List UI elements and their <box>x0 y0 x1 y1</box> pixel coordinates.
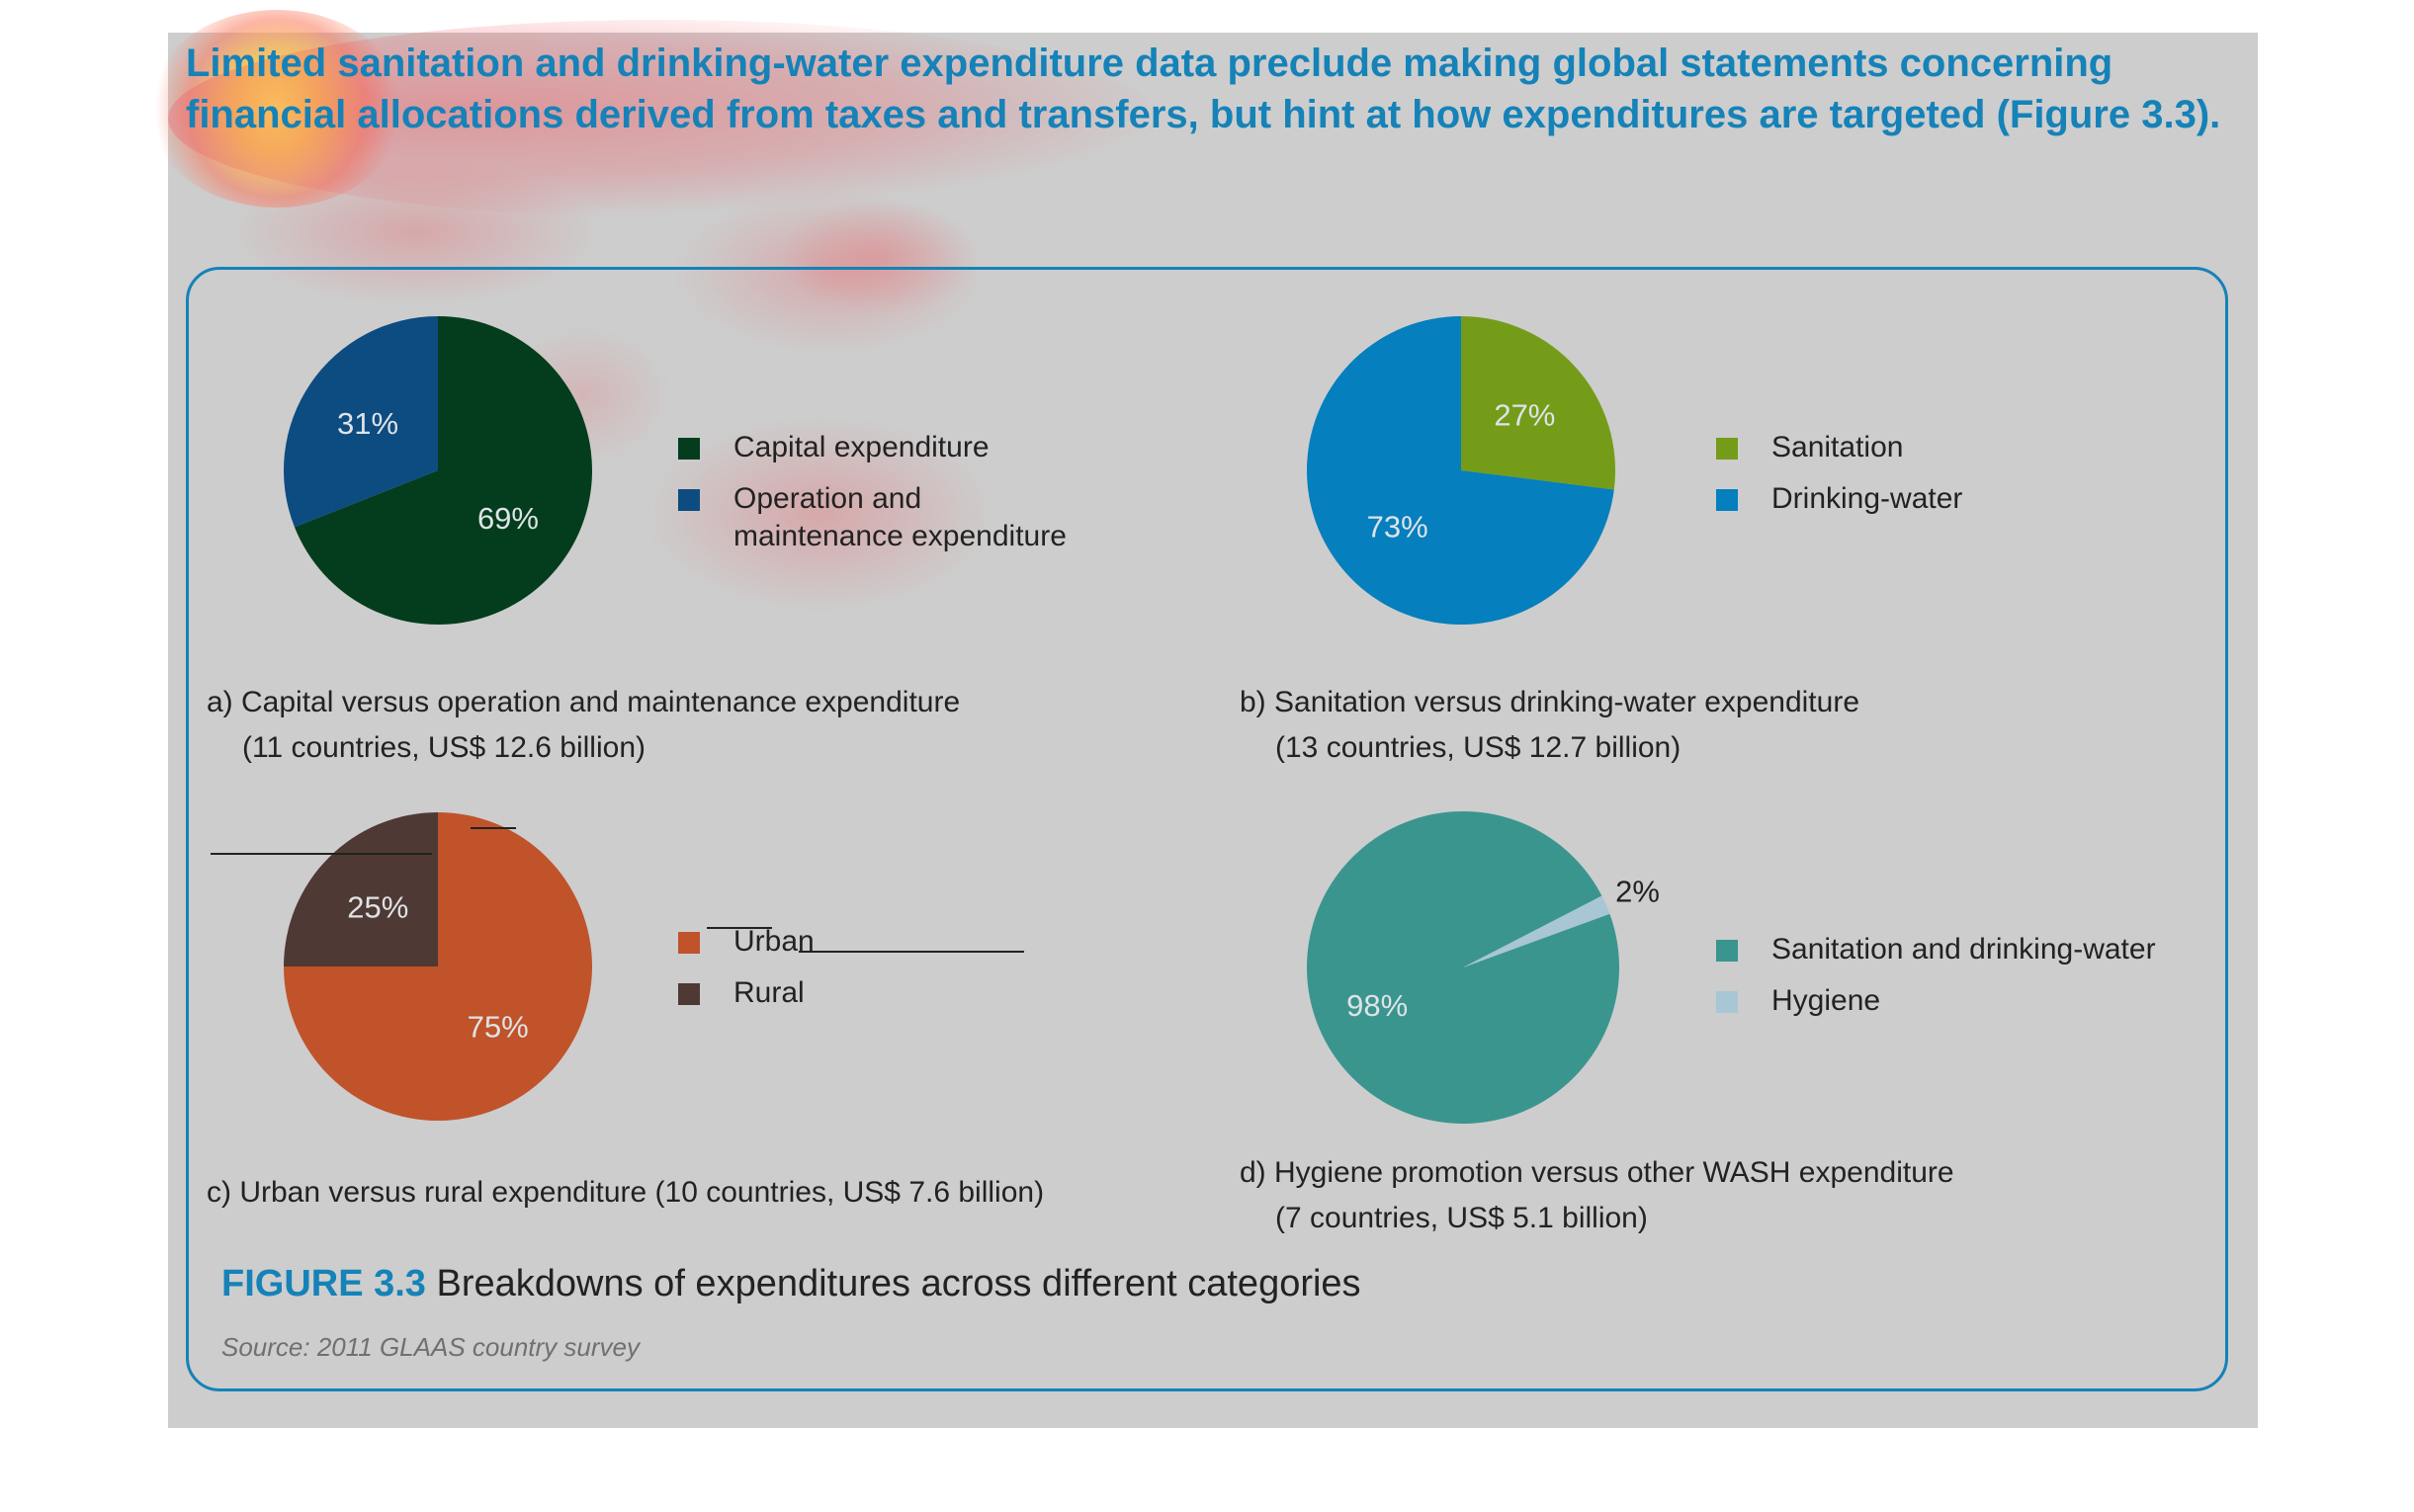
pie-chart-capital-vs-om: 69% 31% <box>284 316 592 625</box>
annotation-line <box>211 853 432 855</box>
legend-label: Urban <box>733 925 815 958</box>
caption-text: a) Capital versus operation and maintena… <box>207 686 961 718</box>
caption-text: c) Urban versus rural expenditure (10 co… <box>207 1176 1045 1209</box>
legend-label: Sanitation and drinking-water <box>1771 933 2156 966</box>
pie-slice-drinking-water <box>1307 316 1614 625</box>
legend-swatch-hygiene <box>1716 991 1738 1013</box>
pie-slice-operation-and-maintenance-expenditure <box>284 316 438 528</box>
annotation-line <box>707 927 772 929</box>
legend-swatch-urban <box>678 932 700 954</box>
caption-subtext: (7 countries, US$ 5.1 billion) <box>1275 1202 1648 1234</box>
legend-label: Sanitation <box>1771 431 1904 463</box>
pie-slice-label: 25% <box>347 889 408 924</box>
caption-a: a) Capital versus operation and maintena… <box>207 680 960 771</box>
pie-slice-label: 31% <box>337 406 398 441</box>
legend-label: Capital expenditure <box>733 431 990 463</box>
caption-d: d) Hygiene promotion versus other WASH e… <box>1240 1150 1954 1241</box>
legend-swatch-sanitation <box>1716 438 1738 460</box>
legend-swatch-om <box>678 489 700 511</box>
figure-frame <box>186 267 2228 1391</box>
legend-swatch-capital <box>678 438 700 460</box>
legend-item-hygiene: Hygiene <box>1716 982 2250 1020</box>
legend-item-sanitation-and-drinking-water: Sanitation and drinking-water <box>1716 931 2250 968</box>
pie-slice-capital-expenditure <box>294 316 592 625</box>
legend-swatch-drinking-water <box>1716 489 1738 511</box>
legend-d: Sanitation and drinking-water Hygiene <box>1716 931 2250 1034</box>
legend-swatch-sanitation-and-drinking-water <box>1716 940 1738 962</box>
caption-subtext: (11 countries, US$ 12.6 billion) <box>242 731 646 764</box>
legend-label: Hygiene <box>1771 984 1881 1017</box>
legend-item-drinking-water: Drinking-water <box>1716 480 2131 518</box>
pie-chart-hygiene-vs-wash: 98% 2% <box>1307 811 1660 1124</box>
pie-slice-sanitation <box>1461 316 1615 490</box>
legend-b: Sanitation Drinking-water <box>1716 429 2131 532</box>
figure-number: FIGURE 3.3 <box>221 1263 426 1304</box>
pie-slice-sanitation-and-drinking-water <box>1307 811 1619 1124</box>
figure-title: FIGURE 3.3 Breakdowns of expenditures ac… <box>221 1263 1361 1305</box>
legend-item-om: Operation and maintenance expenditure <box>678 480 1093 555</box>
figure-source: Source: 2011 GLAAS country survey <box>221 1332 640 1362</box>
pie-slice-label: 69% <box>477 501 539 536</box>
pie-slice-label: 75% <box>468 1010 529 1045</box>
caption-text: b) Sanitation versus drinking-water expe… <box>1240 686 1859 718</box>
legend-label: Rural <box>733 976 805 1009</box>
annotation-line <box>471 827 516 829</box>
figure-panel <box>168 33 2258 1428</box>
pie-slice-label: 2% <box>1615 875 1660 909</box>
pie-chart-urban-vs-rural: 75% 25% <box>284 812 592 1121</box>
legend-item-rural: Rural <box>678 974 1093 1012</box>
pie-chart-sanitation-vs-water: 27% 73% <box>1307 316 1615 625</box>
legend-label: Drinking-water <box>1771 482 1963 515</box>
pie-slice-hygiene <box>1463 895 1610 967</box>
caption-b: b) Sanitation versus drinking-water expe… <box>1240 680 1859 771</box>
pie-slice-rural <box>284 812 438 966</box>
pie-slice-label: 98% <box>1346 988 1408 1023</box>
caption-c: c) Urban versus rural expenditure (10 co… <box>207 1170 1044 1216</box>
legend-item-capital: Capital expenditure <box>678 429 1093 466</box>
legend-a: Capital expenditure Operation and mainte… <box>678 429 1093 569</box>
legend-item-sanitation: Sanitation <box>1716 429 2131 466</box>
legend-label: Operation and maintenance expenditure <box>733 482 1067 552</box>
pie-slice-label: 73% <box>1367 510 1428 545</box>
caption-text: d) Hygiene promotion versus other WASH e… <box>1240 1156 1954 1189</box>
pie-slice-label: 27% <box>1494 397 1555 432</box>
caption-subtext: (13 countries, US$ 12.7 billion) <box>1275 731 1681 764</box>
annotation-line <box>799 951 1024 953</box>
figure-title-text: Breakdowns of expenditures across differ… <box>436 1263 1361 1304</box>
intro-paragraph: Limited sanitation and drinking-water ex… <box>186 42 2221 136</box>
legend-swatch-rural <box>678 983 700 1005</box>
legend-c: Urban Rural <box>678 923 1093 1026</box>
